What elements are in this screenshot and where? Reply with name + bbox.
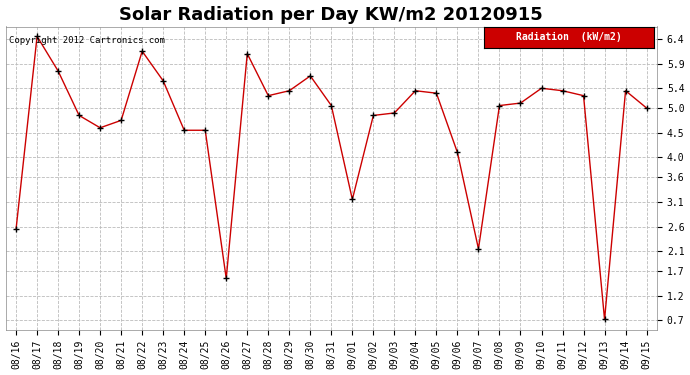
Text: Copyright 2012 Cartronics.com: Copyright 2012 Cartronics.com (9, 36, 165, 45)
Title: Solar Radiation per Day KW/m2 20120915: Solar Radiation per Day KW/m2 20120915 (119, 6, 543, 24)
